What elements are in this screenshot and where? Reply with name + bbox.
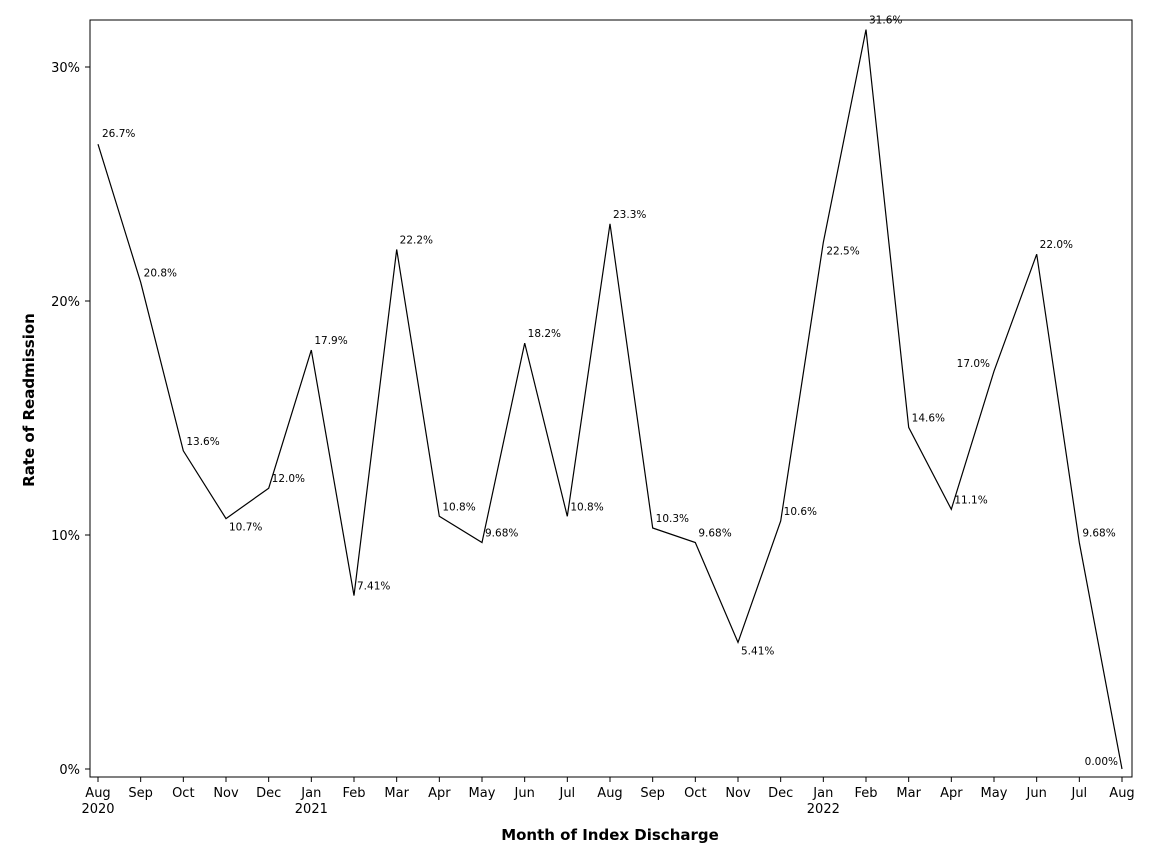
data-labels: 26.7% 20.8% 13.6% 10.7% 12.0% 17.9% 7.41% 22.2%… [102, 15, 1118, 768]
data-point-label: 26.7% [102, 128, 135, 140]
data-point-label: 18.2% [528, 328, 561, 340]
x-tick-label: Jun [1026, 786, 1047, 801]
x-tick-label: Jan [812, 786, 833, 801]
x-tick-label: Feb [342, 786, 365, 801]
data-point-label: 10.8% [442, 501, 475, 513]
data-point-label: 7.41% [357, 581, 390, 593]
x-tick-label: Aug [597, 786, 622, 801]
x-tick-label: Jun [514, 786, 535, 801]
data-point-label: 22.5% [826, 246, 859, 258]
x-tick-label: Mar [384, 786, 409, 801]
data-point-label: 17.9% [314, 335, 347, 347]
data-point-label: 22.2% [400, 235, 433, 247]
x-tick-label: Aug [85, 786, 110, 801]
data-point-label: 20.8% [144, 267, 177, 279]
x-tick-year-label: 2021 [295, 802, 328, 817]
x-tick-label: Dec [768, 786, 793, 801]
x-tick-label: Sep [640, 786, 665, 801]
data-point-label: 5.41% [741, 645, 774, 657]
y-tick-label: 30% [51, 61, 80, 76]
x-tick-label: Nov [213, 786, 239, 801]
data-point-label: 10.6% [784, 506, 817, 518]
x-tick-label: Nov [725, 786, 751, 801]
data-point-label: 11.1% [954, 494, 987, 506]
x-tick-label: Jul [558, 786, 575, 801]
x-tick-label: Jan [300, 786, 321, 801]
x-tick-year-label: 2022 [807, 802, 840, 817]
x-tick-label: Dec [256, 786, 281, 801]
data-point-label: 9.68% [485, 527, 518, 539]
plot-frame [89, 19, 1133, 778]
data-point-label: 22.0% [1040, 239, 1073, 251]
x-tick-label: May [981, 786, 1008, 801]
data-point-label: 0.00% [1085, 756, 1118, 768]
data-point-label: 14.6% [912, 412, 945, 424]
x-tick-label: Jul [1070, 786, 1087, 801]
y-tick-label: 0% [59, 763, 80, 778]
data-point-label: 12.0% [272, 473, 305, 485]
x-tick-label: Mar [896, 786, 921, 801]
data-point-label: 10.8% [570, 501, 603, 513]
y-axis-title: Rate of Readmission [20, 313, 38, 487]
y-axis: 0% 10% 20% 30% [51, 61, 90, 778]
x-tick-label: May [469, 786, 496, 801]
data-point-label: 23.3% [613, 209, 646, 221]
x-tick-label: Oct [684, 786, 706, 801]
x-tick-label: Sep [128, 786, 153, 801]
y-tick-label: 10% [51, 529, 80, 544]
x-axis-title: Month of Index Discharge [501, 826, 719, 844]
data-point-label: 9.68% [698, 527, 731, 539]
data-point-label: 10.7% [229, 522, 262, 534]
x-tick-label: Apr [940, 786, 963, 801]
x-tick-year-label: 2020 [81, 802, 114, 817]
data-point-label: 31.6% [869, 15, 902, 27]
x-tick-label: Feb [854, 786, 877, 801]
x-tick-label: Oct [172, 786, 194, 801]
data-point-label: 9.68% [1082, 527, 1115, 539]
x-tick-label: Aug [1109, 786, 1134, 801]
data-point-label: 13.6% [186, 436, 219, 448]
x-tick-label: Apr [428, 786, 451, 801]
data-point-label: 17.0% [957, 358, 990, 370]
data-point-label: 10.3% [656, 513, 689, 525]
y-tick-label: 20% [51, 295, 80, 310]
readmission-rate-line [97, 29, 1123, 770]
